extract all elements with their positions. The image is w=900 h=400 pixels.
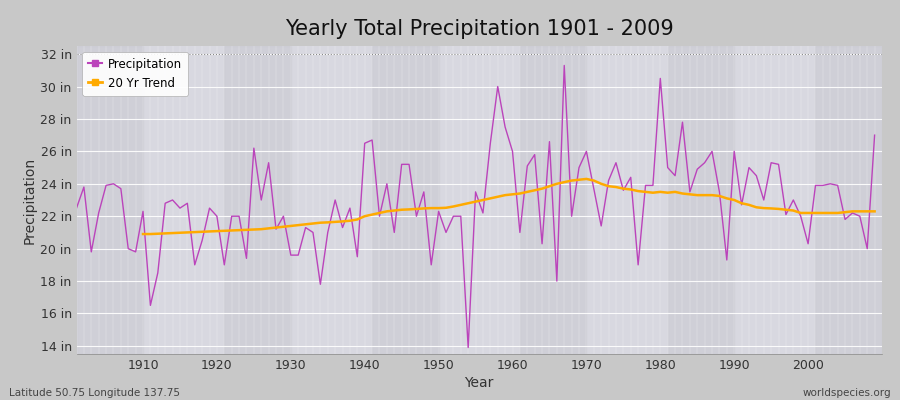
X-axis label: Year: Year: [464, 376, 494, 390]
Bar: [224, 46, 291, 354]
Bar: [668, 46, 734, 354]
Bar: [815, 46, 882, 354]
Bar: [520, 46, 587, 354]
Legend: Precipitation, 20 Yr Trend: Precipitation, 20 Yr Trend: [83, 52, 188, 96]
Text: Latitude 50.75 Longitude 137.75: Latitude 50.75 Longitude 137.75: [9, 388, 180, 398]
Bar: [76, 46, 143, 354]
Title: Yearly Total Precipitation 1901 - 2009: Yearly Total Precipitation 1901 - 2009: [285, 19, 673, 39]
Y-axis label: Precipitation: Precipitation: [22, 156, 36, 244]
Bar: [372, 46, 438, 354]
Text: worldspecies.org: worldspecies.org: [803, 388, 891, 398]
